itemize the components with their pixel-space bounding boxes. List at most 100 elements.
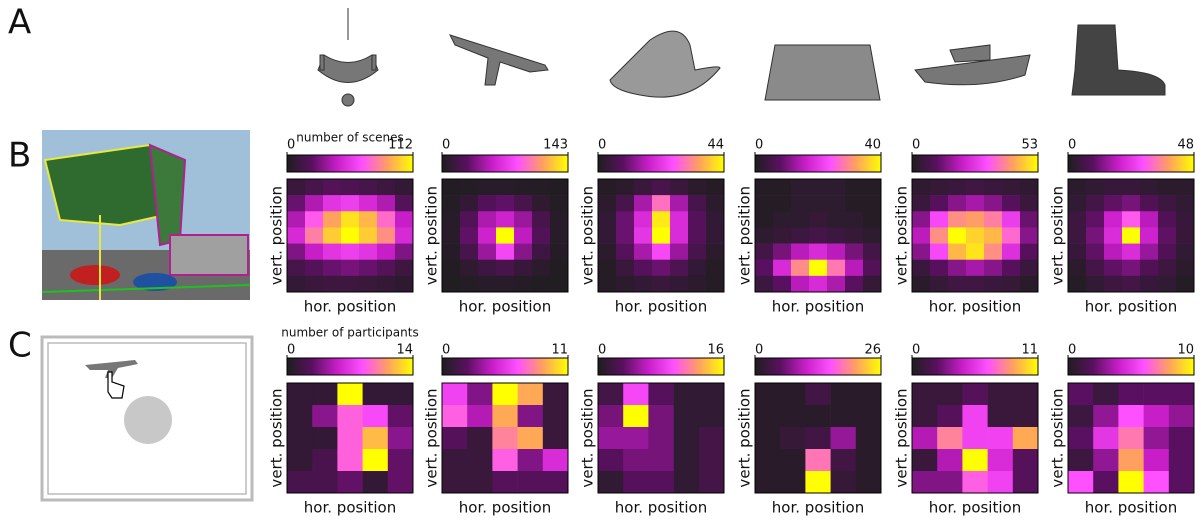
heatmap-cell bbox=[496, 259, 515, 277]
heatmap-cell bbox=[948, 259, 967, 277]
heatmap-cell bbox=[532, 195, 551, 212]
heatmap-cell bbox=[855, 449, 882, 472]
heatmap-cell bbox=[1002, 227, 1021, 244]
heatmap-cell bbox=[1086, 243, 1105, 261]
colorbar bbox=[754, 357, 882, 376]
heatmap-cell bbox=[362, 427, 389, 450]
colorbar-tick-label: 0 bbox=[755, 343, 763, 358]
heatmap-frame bbox=[1067, 178, 1195, 293]
heatmap-cell bbox=[827, 195, 846, 212]
heatmap-cell bbox=[755, 405, 781, 428]
heatmap-cell bbox=[623, 405, 649, 428]
heatmap-cell bbox=[1020, 275, 1039, 293]
x-axis-label: hor. position bbox=[615, 499, 707, 517]
heatmap-cell bbox=[912, 383, 938, 406]
heatmap-cell bbox=[287, 427, 313, 450]
heatmap-cell bbox=[773, 179, 792, 196]
heatmap-cell bbox=[442, 405, 468, 428]
heatmap-cell bbox=[542, 427, 569, 450]
heatmap-cell bbox=[830, 383, 857, 406]
heatmap-cell bbox=[930, 259, 949, 277]
heatmap-cell bbox=[287, 243, 306, 261]
heatmap-cell bbox=[755, 449, 781, 472]
heatmap-cell bbox=[1068, 259, 1087, 277]
heatmap-cell bbox=[337, 383, 363, 406]
heatmap-cell bbox=[827, 259, 846, 277]
heatmap-cell bbox=[287, 211, 306, 228]
heatmap-cell bbox=[773, 259, 792, 277]
heatmap-cell bbox=[542, 449, 569, 472]
heatmap-cell bbox=[755, 243, 774, 261]
colorbar bbox=[597, 154, 725, 173]
heatmap-cell bbox=[517, 471, 544, 494]
heatmap-cell bbox=[1122, 259, 1141, 277]
heatmap-cell bbox=[805, 427, 831, 450]
colorbar-tick-label: 14 bbox=[396, 343, 413, 358]
heatmap-cell bbox=[1068, 275, 1087, 293]
heatmap-cell bbox=[706, 179, 725, 196]
heatmap-cell bbox=[809, 211, 828, 228]
heatmap-cell bbox=[287, 471, 313, 494]
heatmap-cell bbox=[948, 227, 967, 244]
heatmap-cell bbox=[930, 227, 949, 244]
heatmap-cell bbox=[616, 227, 635, 244]
heatmap-cell bbox=[312, 471, 338, 494]
heatmap-cell bbox=[937, 405, 963, 428]
heatmap-cell bbox=[362, 449, 389, 472]
chandelier bbox=[317, 8, 379, 107]
heatmap-cell bbox=[984, 179, 1003, 196]
heatmap-cell bbox=[323, 179, 342, 196]
heatmap-cell bbox=[670, 227, 689, 244]
heatmap-cell bbox=[648, 405, 674, 428]
heatmap-cell bbox=[341, 179, 360, 196]
heatmap-cell bbox=[966, 227, 985, 244]
heatmap-cell bbox=[698, 427, 725, 450]
heatmap-cell bbox=[598, 227, 617, 244]
heatmap-cell bbox=[688, 227, 707, 244]
heatmap-cell bbox=[634, 195, 653, 212]
heatmap-cell bbox=[755, 471, 781, 494]
heatmap-cell bbox=[755, 383, 781, 406]
heatmap-cell bbox=[323, 275, 342, 293]
heatmap-cell bbox=[648, 383, 674, 406]
heatmap-cell bbox=[460, 195, 479, 212]
y-axis-label: vert. position bbox=[736, 388, 754, 487]
heatmap-cell bbox=[1068, 383, 1094, 406]
heatmap-cell bbox=[550, 275, 569, 293]
scene-photo bbox=[41, 130, 251, 300]
heatmap-cell bbox=[855, 471, 882, 494]
heatmap-cell bbox=[362, 383, 389, 406]
heatmap-cell bbox=[616, 275, 635, 293]
heatmap-cell bbox=[912, 449, 938, 472]
heatmap-cell bbox=[673, 405, 700, 428]
colorbar bbox=[1067, 154, 1195, 173]
heatmap-cell bbox=[962, 471, 988, 494]
heatmap-cell bbox=[305, 259, 324, 277]
heatmap-cell bbox=[377, 195, 396, 212]
colorbar bbox=[911, 154, 1039, 173]
heatmap-cell bbox=[1068, 427, 1094, 450]
heatmap-cell bbox=[1104, 195, 1123, 212]
heatmap-cell bbox=[706, 227, 725, 244]
heatmap-cell bbox=[830, 405, 857, 428]
y-axis-label: vert. position bbox=[893, 388, 911, 487]
heatmap-cell bbox=[1002, 259, 1021, 277]
heatmap-cell bbox=[478, 179, 497, 196]
colorbar-tick-label: 44 bbox=[707, 138, 724, 153]
heatmap-cell bbox=[305, 195, 324, 212]
heatmap-cell bbox=[930, 211, 949, 228]
heatmap-cell bbox=[478, 195, 497, 212]
y-axis-label: vert. position bbox=[1049, 388, 1067, 487]
heatmap-cell bbox=[616, 211, 635, 228]
heatmap-cell bbox=[1118, 471, 1144, 494]
heatmap-cell bbox=[1086, 195, 1105, 212]
colorbar-tick-label: 112 bbox=[388, 138, 413, 153]
heatmap-cell bbox=[542, 383, 569, 406]
heatmap-cell bbox=[1122, 179, 1141, 196]
x-axis-label: hor. position bbox=[459, 298, 551, 316]
heatmap-cell bbox=[1012, 427, 1039, 450]
heatmap-cell bbox=[930, 195, 949, 212]
heatmap-cell bbox=[478, 259, 497, 277]
heatmap-cell bbox=[634, 243, 653, 261]
heatmap-cell bbox=[912, 275, 931, 293]
